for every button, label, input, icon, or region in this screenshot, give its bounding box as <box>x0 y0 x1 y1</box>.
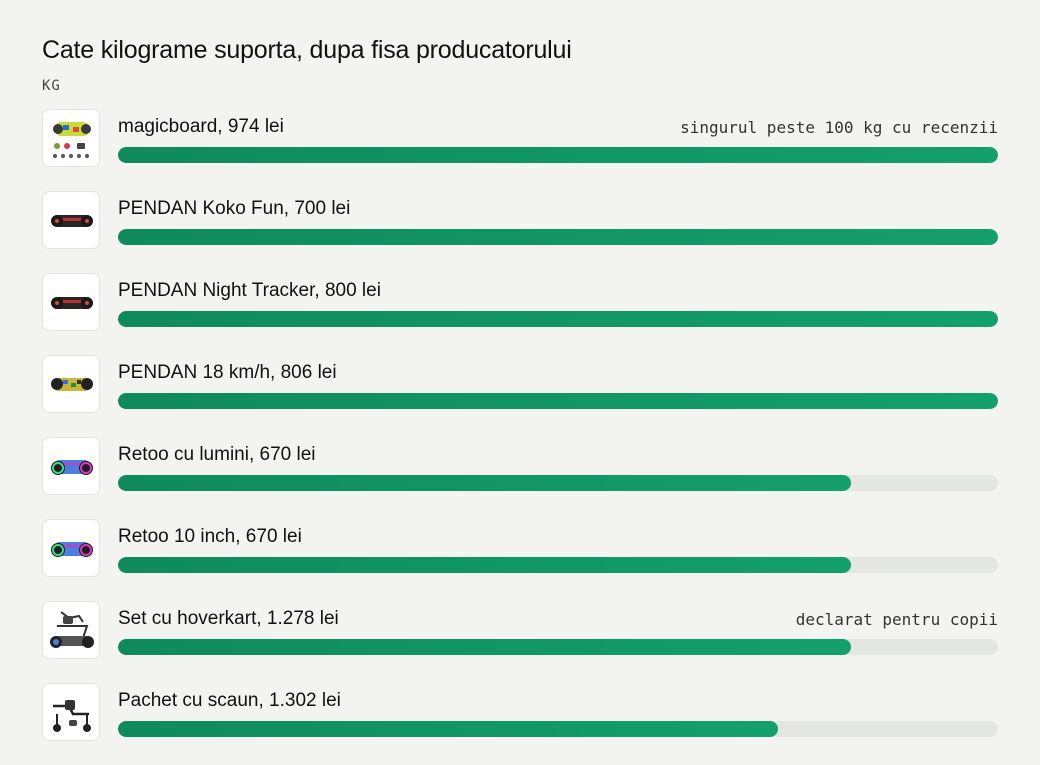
hoverboard-dark-icon <box>42 191 100 249</box>
bar-category-label: PENDAN Koko Fun, 700 lei <box>118 198 351 219</box>
hoverboard-camo-icon <box>42 355 100 413</box>
hoverboard-lights-icon <box>42 519 100 577</box>
bar-row: PENDAN 18 km/h, 806 lei <box>42 355 998 437</box>
bar-category-label: magicboard, 974 lei <box>118 116 284 137</box>
bar-fill <box>118 229 998 245</box>
bar-track <box>118 557 998 573</box>
bar-row: magicboard, 974 lei singurul peste 100 kg… <box>42 109 998 191</box>
hoverboard-dark-icon <box>42 273 100 331</box>
bar-fill <box>118 393 998 409</box>
bar-rows: magicboard, 974 lei singurul peste 100 kg… <box>42 109 998 765</box>
bar-annotation: singurul peste 100 kg cu recenzii <box>680 118 998 137</box>
bar-category-label: Retoo 10 inch, 670 lei <box>118 526 302 547</box>
bar-row: PENDAN Koko Fun, 700 lei <box>42 191 998 273</box>
bar-row: Retoo cu lumini, 670 lei <box>42 437 998 519</box>
hoverboard-bundle-icon <box>42 109 100 167</box>
hoverkart-set-icon <box>42 601 100 659</box>
bar-annotation: declarat pentru copii <box>795 610 998 629</box>
bar-row: Set cu hoverkart, 1.278 lei declarat pent… <box>42 601 998 683</box>
bar-track <box>118 393 998 409</box>
bar-category-label: PENDAN Night Tracker, 800 lei <box>118 280 381 301</box>
hoverboard-lights-icon <box>42 437 100 495</box>
bar-category-label: Retoo cu lumini, 670 lei <box>118 444 316 465</box>
chart-title: Cate kilograme suporta, dupa fisa produc… <box>42 36 572 64</box>
bar-row: Retoo 10 inch, 670 lei <box>42 519 998 601</box>
bar-track <box>118 639 998 655</box>
bar-track <box>118 475 998 491</box>
bar-fill <box>118 557 851 573</box>
bar-category-label: Set cu hoverkart, 1.278 lei <box>118 608 339 629</box>
bar-track <box>118 229 998 245</box>
bar-fill <box>118 147 998 163</box>
bar-fill <box>118 475 851 491</box>
bar-track <box>118 147 998 163</box>
bar-category-label: Pachet cu scaun, 1.302 lei <box>118 690 341 711</box>
chart-root: Cate kilograme suporta, dupa fisa produc… <box>42 36 998 741</box>
hoverkart-seat-icon <box>42 683 100 741</box>
unit-label: KG <box>42 78 61 94</box>
bar-row: Pachet cu scaun, 1.302 lei <box>42 683 998 765</box>
bar-track <box>118 311 998 327</box>
bar-category-label: PENDAN 18 km/h, 806 lei <box>118 362 337 383</box>
bar-track <box>118 721 998 737</box>
bar-row: PENDAN Night Tracker, 800 lei <box>42 273 998 355</box>
bar-fill <box>118 639 851 655</box>
bar-fill <box>118 311 998 327</box>
bar-fill <box>118 721 778 737</box>
